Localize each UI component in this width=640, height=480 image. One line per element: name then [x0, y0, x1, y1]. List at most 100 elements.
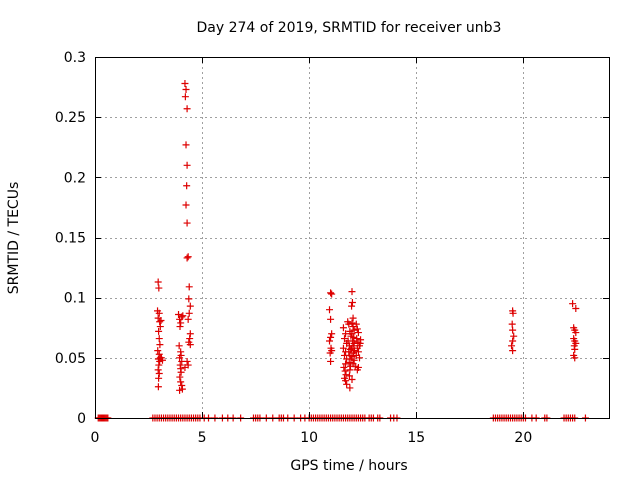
data-point: [348, 319, 356, 327]
data-point: [183, 182, 191, 190]
data-point: [177, 319, 185, 327]
data-point: [176, 386, 184, 394]
data-point: [328, 330, 336, 338]
x-tick-label: 0: [91, 430, 100, 446]
grid: [95, 57, 609, 418]
data-point: [185, 295, 193, 303]
y-tick-label: 0.1: [64, 291, 86, 307]
data-point: [183, 161, 191, 169]
y-tick-label: 0.2: [64, 170, 86, 186]
data-point: [181, 79, 189, 87]
data-point: [177, 378, 185, 386]
data-point: [154, 366, 162, 374]
data-point: [158, 356, 166, 364]
data-point: [184, 315, 192, 323]
data-point: [176, 323, 184, 331]
data-point: [353, 344, 361, 352]
data-point: [350, 333, 358, 341]
data-point: [341, 335, 349, 343]
data-point: [181, 363, 189, 371]
chart-title: Day 274 of 2019, SRMTID for receiver unb…: [197, 20, 502, 36]
data-point: [339, 344, 347, 352]
data-point: [155, 374, 163, 382]
data-point: [176, 373, 184, 381]
data-point: [345, 359, 353, 367]
data-point: [156, 341, 164, 349]
data-point: [327, 333, 335, 341]
x-tick-labels: 0 5 10 15 20: [91, 430, 533, 446]
data-point: [182, 141, 190, 149]
data-point: [509, 309, 517, 317]
data-point: [155, 335, 163, 343]
data-point: [328, 290, 336, 298]
data-point: [571, 354, 579, 362]
data-point: [155, 369, 163, 377]
data-point: [508, 320, 516, 328]
data-point: [178, 382, 186, 390]
data-point: [509, 347, 517, 355]
data-point: [154, 347, 162, 355]
data-point: [340, 363, 348, 371]
y-tick-label: 0.05: [55, 351, 86, 367]
data-point: [326, 306, 334, 314]
data-point: [345, 372, 353, 380]
data-point: [186, 302, 194, 310]
y-axis-label: SRMTID / TECUs: [6, 182, 22, 295]
y-tick-labels: 0 0.05 0.1 0.15 0.2 0.25 0.3: [55, 50, 86, 427]
data-point: [510, 332, 518, 340]
data-point: [354, 329, 362, 337]
data-point: [177, 368, 185, 376]
data-point: [179, 312, 187, 320]
data-point: [348, 330, 356, 338]
data-point: [342, 377, 350, 385]
data-point: [508, 342, 516, 350]
data-point: [342, 360, 350, 368]
x-tick-label: 5: [198, 430, 207, 446]
data-point: [352, 320, 360, 328]
data-point: [183, 105, 191, 113]
data-point: [572, 304, 580, 312]
data-point: [571, 345, 579, 353]
data-point: [327, 315, 335, 323]
data-point: [156, 323, 164, 331]
data-point: [356, 339, 364, 347]
y-tick-label: 0.3: [64, 50, 86, 66]
data-point: [349, 314, 357, 322]
data-point: [343, 380, 351, 388]
data-point: [326, 349, 334, 357]
data-point: [186, 341, 194, 349]
data-point: [185, 283, 193, 291]
data-point: [155, 361, 163, 369]
data-point: [339, 324, 347, 332]
y-tick-label: 0: [77, 411, 86, 427]
data-point: [569, 300, 577, 308]
data-point: [509, 326, 517, 334]
data-point: [184, 253, 192, 261]
data-point: [156, 318, 164, 326]
data-point: [353, 335, 361, 343]
data-point: [155, 350, 163, 358]
data-point: [175, 342, 183, 350]
data-point: [348, 353, 356, 361]
data-point: [155, 309, 163, 317]
data-point: [326, 337, 334, 345]
data-point: [155, 327, 163, 335]
data-point: [155, 284, 163, 292]
data-point: [348, 375, 356, 383]
data-point: [353, 366, 361, 374]
y-tick-label: 0.15: [55, 231, 86, 247]
data-point: [348, 288, 356, 296]
x-tick-label: 20: [514, 430, 532, 446]
y-tick-label: 0.25: [55, 110, 86, 126]
data-point: [183, 219, 191, 227]
data-point: [350, 356, 358, 364]
data-point: [348, 298, 356, 306]
data-point: [186, 335, 194, 343]
data-point: [176, 354, 184, 362]
data-point: [342, 371, 350, 379]
data-point: [182, 85, 190, 93]
data-point: [342, 330, 350, 338]
data-point: [186, 330, 194, 338]
